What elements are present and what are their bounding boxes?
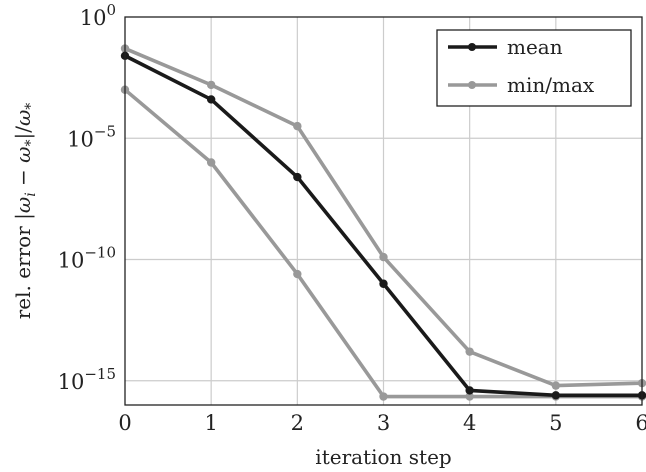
data-point-max (379, 252, 388, 262)
y-tick-label: 10−10 (58, 244, 116, 273)
x-tick-label: 2 (291, 411, 304, 435)
y-tick-labels: 100 10−5 10−10 10−15 (58, 1, 116, 394)
y-tick-label: 100 (80, 1, 116, 30)
data-point-min (379, 392, 388, 401)
legend-swatch-marker (468, 81, 476, 89)
x-tick-label: 0 (118, 411, 131, 435)
y-tick-label: 10−5 (67, 122, 116, 151)
data-point-mean (379, 279, 388, 288)
data-point-mean (551, 391, 561, 400)
x-tick-label: 3 (377, 411, 390, 435)
data-point-max (465, 347, 474, 356)
x-tick-labels: 0 1 2 3 4 5 6 (118, 411, 646, 435)
series-group (120, 44, 646, 401)
data-point-min (465, 392, 474, 401)
x-tick-label: 5 (549, 411, 562, 435)
data-point-min (206, 158, 216, 167)
data-point-mean (293, 172, 302, 182)
data-point-mean (206, 95, 216, 104)
x-axis-label: iteration step (315, 445, 451, 469)
data-point-mean (465, 386, 474, 395)
data-point-max (293, 121, 302, 131)
data-point-max (206, 80, 216, 90)
legend-label: mean (507, 35, 563, 59)
legend-label: min/max (507, 73, 595, 97)
x-tick-label: 1 (204, 411, 217, 435)
x-tick-label: 4 (463, 411, 476, 435)
y-tick-label: 10−15 (58, 365, 116, 394)
y-axis-label: rel. error |ωi − ω*|/ω* (11, 103, 39, 320)
x-tick-label: 6 (635, 411, 646, 435)
legend-swatch-marker (468, 43, 476, 51)
legend: mean min/max (436, 29, 632, 107)
legend-box (436, 29, 632, 107)
data-point-min (293, 269, 302, 279)
data-point-max (551, 381, 561, 390)
plot-frame (124, 16, 643, 406)
